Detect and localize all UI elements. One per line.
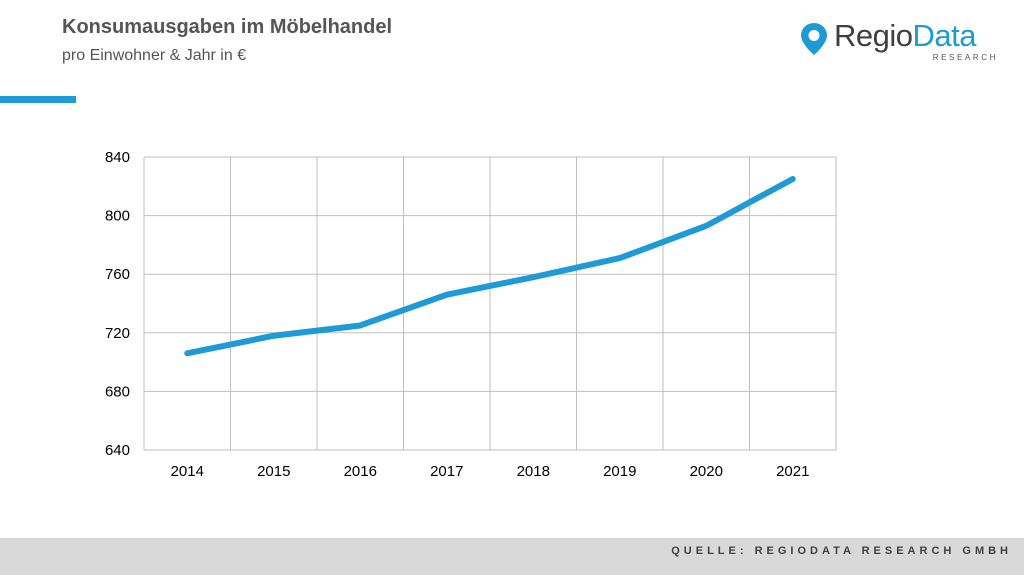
regiodata-logo: RegioData RESEARCH [800,18,1005,68]
y-tick-label: 800 [105,208,130,225]
logo-word-regio: Regio [834,18,913,53]
x-tick-label: 2016 [344,463,377,480]
logo-wordmark: RegioData [834,18,976,54]
footer-bar: QUELLE: REGIODATA RESEARCH GMBH [0,538,1024,575]
series-line [184,175,796,357]
logo-word-data: Data [912,18,977,53]
x-tick-label: 2017 [430,463,463,480]
x-tick-label: 2019 [603,463,636,480]
chart-subtitle: pro Einwohner & Jahr in € [62,47,247,64]
map-pin-icon [801,23,827,55]
chart-title: Konsumausgaben im Möbelhandel [62,16,393,38]
y-tick-label: 760 [105,266,130,283]
y-tick-label: 720 [105,325,130,342]
x-tick-label: 2018 [517,463,550,480]
logo-subtitle: RESEARCH [932,53,998,62]
x-tick-label: 2020 [690,463,723,480]
source-label: QUELLE: REGIODATA RESEARCH GMBH [671,545,1012,557]
x-tick-label: 2015 [257,463,290,480]
x-tick-label: 2014 [171,463,204,480]
y-tick-label: 680 [105,383,130,400]
y-tick-label: 840 [105,149,130,166]
x-tick-label: 2021 [776,463,809,480]
accent-bar [0,96,76,103]
y-tick-label: 640 [105,442,130,459]
